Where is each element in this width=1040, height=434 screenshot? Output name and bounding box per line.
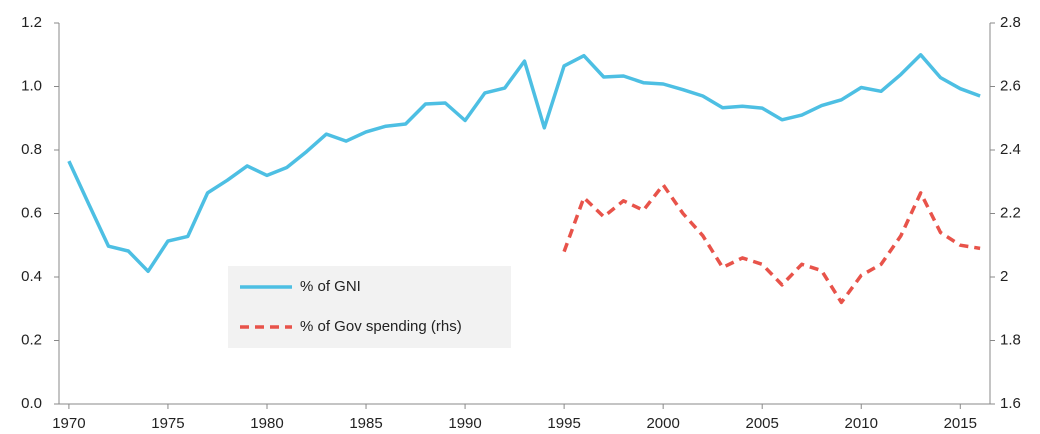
x-tick-label: 1980: [250, 415, 283, 432]
y-tick-label: 0.0: [21, 395, 42, 412]
x-tick-label: 1985: [349, 415, 382, 432]
x-tick-label: 2005: [746, 415, 779, 432]
x-tick-label: 2010: [845, 415, 878, 432]
y-tick-label: 1.0: [21, 77, 42, 94]
y2-tick-label: 2.6: [1000, 77, 1021, 94]
x-tick-label: 2000: [646, 415, 679, 432]
x-tick-label: 2015: [944, 415, 977, 432]
x-tick-label: 1995: [547, 415, 580, 432]
y-tick-label: 0.6: [21, 204, 42, 221]
y2-tick-label: 1.8: [1000, 331, 1021, 348]
series-line: [562, 183, 981, 305]
y2-tick-label: 1.6: [1000, 395, 1021, 412]
y2-tick-label: 2.8: [1000, 14, 1021, 31]
series-line: [67, 53, 981, 274]
y-tick-label: 0.8: [21, 141, 42, 158]
y-tick-label: 0.4: [21, 268, 42, 285]
y2-tick-label: 2.2: [1000, 204, 1021, 221]
legend-box: [228, 266, 511, 348]
y2-tick-label: 2.4: [1000, 141, 1021, 158]
legend-label: % of Gov spending (rhs): [300, 318, 462, 335]
x-tick-label: 1975: [151, 415, 184, 432]
y-tick-label: 0.2: [21, 331, 42, 348]
y2-tick-label: 2: [1000, 268, 1008, 285]
legend-label: % of GNI: [300, 278, 361, 295]
x-tick-label: 1970: [52, 415, 85, 432]
y-tick-label: 1.2: [21, 14, 42, 31]
x-tick-label: 1990: [448, 415, 481, 432]
